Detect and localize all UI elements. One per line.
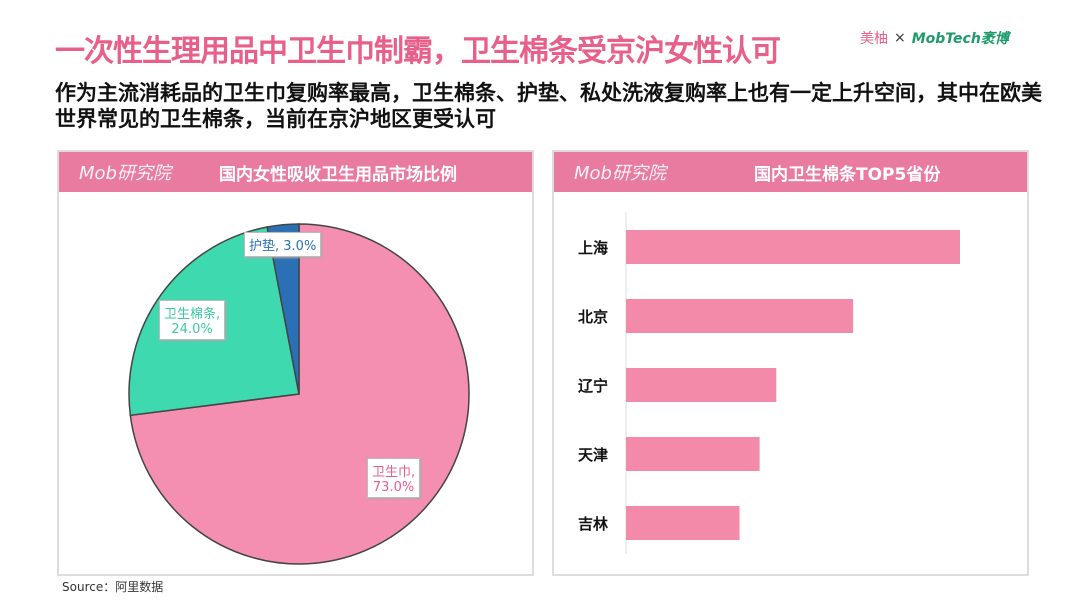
- mob-brand: Mob研究院: [574, 163, 666, 184]
- bar-panel: Mob研究院 国内卫生棉条TOP5省份 上海北京辽宁天津吉林: [552, 150, 1029, 576]
- pie-title: 国内女性吸收卫生用品市场比例: [219, 164, 457, 185]
- bar-0: [626, 230, 960, 264]
- bar-4: [626, 506, 740, 540]
- mobtech-logo: MobTech袤博: [911, 31, 1009, 47]
- bar-panel-header: Mob研究院 国内卫生棉条TOP5省份: [554, 152, 1027, 192]
- pie-panel-header: Mob研究院 国内女性吸收卫生用品市场比例: [59, 152, 532, 192]
- pie-panel: Mob研究院 国内女性吸收卫生用品市场比例 卫生巾, 73.0% 卫生棉条, 2…: [57, 150, 534, 576]
- bar-2: [626, 368, 777, 402]
- pie-slice-2: [266, 223, 300, 395]
- meiyou-logo: 美柚: [860, 31, 888, 47]
- pie-label-0: 卫生巾, 73.0%: [367, 458, 421, 498]
- pie-label-1: 卫生棉条, 24.0%: [159, 300, 226, 340]
- subtitle: 作为主流消耗品的卫生巾复购率最高，卫生棉条、护垫、私处洗液复购率上也有一定上升空…: [55, 81, 1042, 131]
- bar-category-label: 北京: [578, 308, 608, 326]
- bar-title: 国内卫生棉条TOP5省份: [754, 164, 941, 185]
- page-title: 一次性生理用品中卫生巾制霸，卫生棉条受京沪女性认可: [55, 34, 781, 69]
- bar-1: [626, 299, 854, 333]
- pie-label-2: 护垫, 3.0%: [244, 232, 322, 257]
- source-note: Source：阿里数据: [62, 580, 164, 594]
- bar-category-label: 辽宁: [578, 377, 608, 395]
- bar-3: [626, 437, 760, 471]
- mob-brand: Mob研究院: [79, 163, 171, 184]
- bar-category-label: 吉林: [578, 515, 609, 533]
- bar-category-label: 天津: [578, 446, 608, 464]
- logo-separator: ×: [894, 30, 906, 46]
- bar-category-label: 上海: [578, 239, 608, 257]
- logos: 美柚 × MobTech袤博: [860, 28, 1009, 48]
